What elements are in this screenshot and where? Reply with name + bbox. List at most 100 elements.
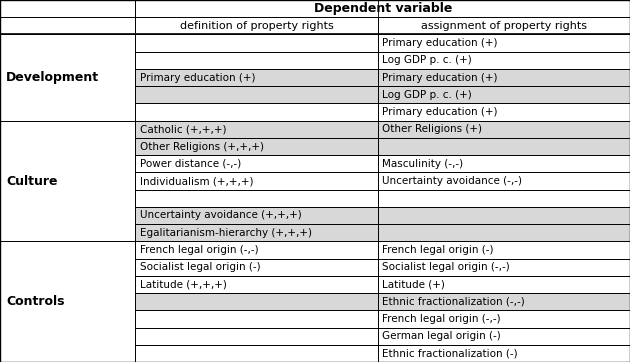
Bar <box>135 345 378 362</box>
Bar <box>378 345 630 362</box>
Text: Masculinity (-,-): Masculinity (-,-) <box>382 159 464 169</box>
Bar <box>378 138 630 155</box>
Text: Catholic (+,+,+): Catholic (+,+,+) <box>140 124 226 134</box>
Bar <box>0 0 135 17</box>
Bar <box>135 224 378 241</box>
Bar <box>378 86 630 104</box>
Text: Latitude (+,+,+): Latitude (+,+,+) <box>140 279 227 290</box>
Bar <box>0 17 135 34</box>
Bar <box>378 293 630 310</box>
Bar <box>378 69 630 86</box>
Bar <box>0 17 135 34</box>
Bar <box>135 328 378 345</box>
Bar <box>378 345 630 362</box>
Bar <box>0 121 135 241</box>
Bar <box>135 121 378 138</box>
Text: assignment of property rights: assignment of property rights <box>421 21 587 31</box>
Bar <box>378 190 630 207</box>
Text: Socialist legal origin (-,-): Socialist legal origin (-,-) <box>382 262 510 272</box>
Bar <box>378 207 630 224</box>
Bar <box>135 155 378 172</box>
Text: Dependent variable: Dependent variable <box>314 2 452 15</box>
Bar <box>135 69 378 86</box>
Bar <box>378 276 630 293</box>
Text: Ethnic fractionalization (-): Ethnic fractionalization (-) <box>382 348 518 358</box>
Text: Latitude (+): Latitude (+) <box>382 279 445 290</box>
Text: French legal origin (-): French legal origin (-) <box>382 245 494 255</box>
Bar <box>0 241 135 362</box>
Text: Power distance (-,-): Power distance (-,-) <box>140 159 241 169</box>
Bar <box>378 52 630 69</box>
Bar <box>0 121 135 241</box>
Bar <box>378 190 630 207</box>
Bar <box>135 138 378 155</box>
Bar <box>378 172 630 190</box>
Bar <box>135 86 378 104</box>
Bar <box>135 17 378 34</box>
Bar <box>378 104 630 121</box>
Text: Uncertainty avoidance (-,-): Uncertainty avoidance (-,-) <box>382 176 522 186</box>
Bar <box>135 69 378 86</box>
Bar <box>0 0 135 17</box>
Bar <box>378 17 630 34</box>
Bar <box>378 293 630 310</box>
Bar <box>135 276 378 293</box>
Bar <box>135 52 378 69</box>
Bar <box>135 345 378 362</box>
Text: definition of property rights: definition of property rights <box>180 21 334 31</box>
Text: French legal origin (-,-): French legal origin (-,-) <box>382 314 501 324</box>
Bar <box>0 241 135 362</box>
Bar <box>135 86 378 104</box>
Bar <box>135 34 378 52</box>
Bar <box>135 258 378 276</box>
Bar <box>378 34 630 52</box>
Text: Controls: Controls <box>6 295 65 308</box>
Bar <box>378 310 630 328</box>
Bar <box>0 34 135 121</box>
Bar <box>378 172 630 190</box>
Bar <box>135 328 378 345</box>
Bar <box>135 138 378 155</box>
Bar <box>378 121 630 138</box>
Text: Individualism (+,+,+): Individualism (+,+,+) <box>140 176 253 186</box>
Bar <box>135 17 378 34</box>
Text: German legal origin (-): German legal origin (-) <box>382 331 501 341</box>
Bar <box>135 34 378 52</box>
Bar <box>378 207 630 224</box>
Bar <box>135 310 378 328</box>
Bar <box>378 258 630 276</box>
Bar <box>135 207 378 224</box>
Bar <box>135 155 378 172</box>
Bar <box>135 293 378 310</box>
Bar <box>135 0 630 17</box>
Bar <box>135 241 378 258</box>
Bar <box>135 258 378 276</box>
Text: Log GDP p. c. (+): Log GDP p. c. (+) <box>382 55 472 65</box>
Bar <box>378 86 630 104</box>
Bar <box>378 155 630 172</box>
Text: Primary education (+): Primary education (+) <box>382 107 498 117</box>
Bar <box>135 293 378 310</box>
Bar <box>378 224 630 241</box>
Bar <box>135 310 378 328</box>
Bar <box>378 17 630 34</box>
Text: Socialist legal origin (-): Socialist legal origin (-) <box>140 262 260 272</box>
Text: Other Religions (+,+,+): Other Religions (+,+,+) <box>140 142 264 152</box>
Bar <box>378 241 630 258</box>
Bar <box>135 276 378 293</box>
Text: Primary education (+): Primary education (+) <box>382 72 498 83</box>
Bar <box>378 328 630 345</box>
Bar <box>135 190 378 207</box>
Bar <box>135 52 378 69</box>
Bar <box>135 0 630 17</box>
Bar <box>135 207 378 224</box>
Bar <box>378 241 630 258</box>
Bar <box>378 224 630 241</box>
Text: Ethnic fractionalization (-,-): Ethnic fractionalization (-,-) <box>382 297 525 307</box>
Bar <box>378 52 630 69</box>
Bar <box>378 258 630 276</box>
Bar <box>378 104 630 121</box>
Bar <box>135 172 378 190</box>
Text: Development: Development <box>6 71 100 84</box>
Text: Primary education (+): Primary education (+) <box>382 38 498 48</box>
